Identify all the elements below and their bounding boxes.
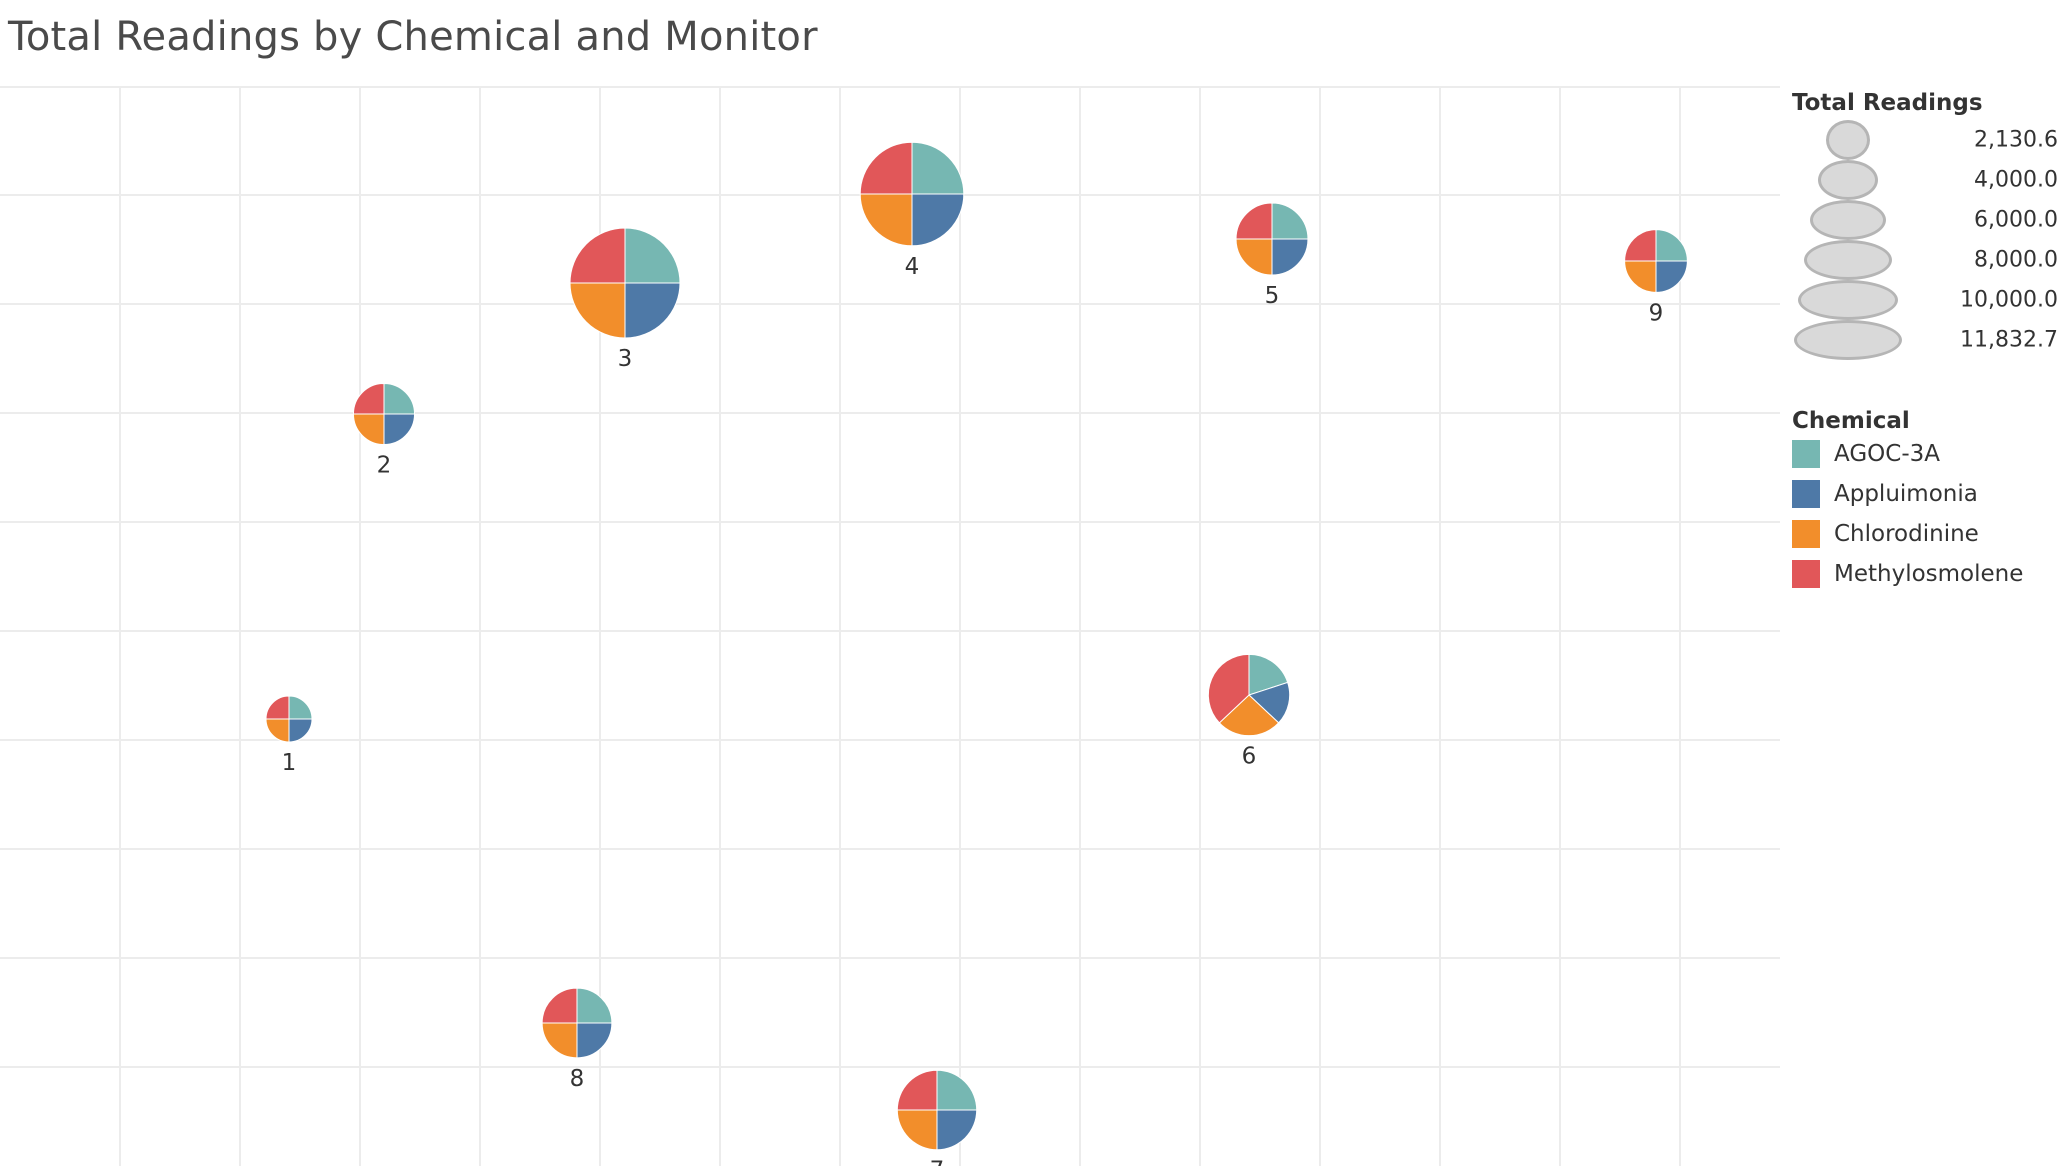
legend-label: Chlorodinine: [1834, 521, 1979, 547]
size-legend-shape: [1826, 120, 1870, 160]
pie-slice-appluimonia[interactable]: [936, 1109, 978, 1151]
monitor-pie-7[interactable]: 7: [896, 1069, 978, 1166]
legend-item-agoc-3a[interactable]: AGOC-3A: [1792, 434, 2064, 474]
size-legend-label: 4,000.0: [1974, 167, 2058, 193]
legend-item-appluimonia[interactable]: Appluimonia: [1792, 474, 2064, 514]
pie-slice-chlorodinine[interactable]: [1624, 260, 1657, 293]
pie-slice-agoc-3a[interactable]: [1655, 229, 1688, 262]
monitor-label: 1: [282, 750, 297, 776]
pie-slice-appluimonia[interactable]: [383, 413, 416, 446]
pie-slice-methylosmolene[interactable]: [352, 382, 385, 415]
monitor-label: 8: [570, 1066, 585, 1092]
size-legend-shape: [1810, 200, 1886, 240]
size-legend-shape: [1818, 160, 1878, 200]
size-legend-label: 8,000.0: [1974, 247, 2058, 273]
pie-slice-methylosmolene[interactable]: [1207, 653, 1250, 724]
size-legend-label: 2,130.6: [1974, 127, 2058, 153]
size-legend-item: 10,000.0: [1792, 280, 2064, 320]
pie-slice-chlorodinine[interactable]: [896, 1109, 938, 1151]
pie-slice-agoc-3a[interactable]: [936, 1069, 978, 1111]
pie-slice-methylosmolene[interactable]: [1624, 229, 1657, 262]
pie-slice-appluimonia[interactable]: [1655, 260, 1688, 293]
monitor-pies: 1 2 3 4 5 6 7 8 9: [265, 141, 1688, 1166]
pie-slice-chlorodinine[interactable]: [1218, 694, 1280, 737]
pie-slice-chlorodinine[interactable]: [265, 718, 290, 743]
pie-slice-appluimonia[interactable]: [1271, 238, 1309, 276]
pie-slice-methylosmolene[interactable]: [1235, 202, 1273, 240]
monitor-label: 9: [1649, 300, 1664, 326]
monitor-label: 2: [377, 453, 392, 479]
size-legend-item: 11,832.7: [1792, 320, 2064, 360]
monitor-pie-9[interactable]: 9: [1624, 229, 1688, 327]
pie-slice-agoc-3a[interactable]: [576, 987, 613, 1024]
pie-slice-methylosmolene[interactable]: [859, 141, 913, 195]
color-legend: AGOC-3A Appluimonia Chlorodinine Methylosmo…: [1792, 434, 2064, 594]
pie-slice-chlorodinine[interactable]: [1235, 238, 1273, 276]
size-legend-item: 2,130.6: [1792, 120, 2064, 160]
color-legend-title: Chemical: [1792, 408, 1910, 434]
pie-slice-agoc-3a[interactable]: [383, 382, 416, 415]
monitor-pie-8[interactable]: 8: [541, 987, 613, 1092]
size-legend-label: 10,000.0: [1960, 287, 2058, 313]
pie-slice-appluimonia[interactable]: [911, 193, 965, 247]
monitor-label: 4: [905, 254, 920, 280]
legend-swatch: [1792, 440, 1820, 468]
pie-slice-chlorodinine[interactable]: [859, 193, 913, 247]
size-legend-item: 6,000.0: [1792, 200, 2064, 240]
monitor-pie-6[interactable]: 6: [1207, 653, 1291, 770]
legend-label: Appluimonia: [1834, 481, 1978, 507]
pie-slice-chlorodinine[interactable]: [541, 1022, 578, 1059]
size-legend-shape: [1804, 240, 1892, 280]
legend-item-methylosmolene[interactable]: Methylosmolene: [1792, 554, 2064, 594]
size-legend: 2,130.6 4,000.0 6,000.0 8,000.0 10,000.0 11,8…: [1792, 116, 2064, 386]
pie-slice-appluimonia[interactable]: [288, 718, 313, 743]
size-legend-label: 11,832.7: [1960, 327, 2058, 353]
pie-slice-chlorodinine[interactable]: [569, 282, 626, 339]
monitor-pie-2[interactable]: 2: [352, 382, 416, 479]
monitor-label: 3: [618, 346, 633, 372]
grid-lines: [0, 86, 1780, 1166]
legend-label: AGOC-3A: [1834, 441, 1940, 467]
size-legend-title: Total Readings: [1792, 90, 1983, 116]
monitor-label: 7: [930, 1158, 945, 1166]
monitor-label: 5: [1265, 283, 1280, 309]
monitor-pie-5[interactable]: 5: [1235, 202, 1309, 309]
map-plot-area[interactable]: 1 2 3 4 5 6 7 8 9: [0, 0, 1790, 1166]
pie-slice-agoc-3a[interactable]: [1248, 653, 1289, 696]
legend-swatch: [1792, 520, 1820, 548]
pie-slice-appluimonia[interactable]: [1248, 681, 1291, 724]
chart-title: Total Readings by Chemical and Monitor: [8, 14, 818, 60]
size-legend-shape: [1798, 280, 1898, 320]
monitor-pie-3[interactable]: 3: [569, 227, 681, 372]
pie-slice-appluimonia[interactable]: [624, 282, 681, 339]
pie-slice-appluimonia[interactable]: [576, 1022, 613, 1059]
size-legend-label: 6,000.0: [1974, 207, 2058, 233]
pie-slice-methylosmolene[interactable]: [541, 987, 578, 1024]
pie-slice-methylosmolene[interactable]: [896, 1069, 938, 1111]
monitor-pie-4[interactable]: 4: [859, 141, 965, 280]
pie-slice-methylosmolene[interactable]: [265, 695, 290, 720]
legend-item-chlorodinine[interactable]: Chlorodinine: [1792, 514, 2064, 554]
size-legend-item: 4,000.0: [1792, 160, 2064, 200]
size-legend-item: 8,000.0: [1792, 240, 2064, 280]
pie-slice-methylosmolene[interactable]: [569, 227, 626, 284]
legend-swatch: [1792, 480, 1820, 508]
pie-slice-agoc-3a[interactable]: [911, 141, 965, 195]
monitor-label: 6: [1242, 744, 1257, 770]
pie-slice-chlorodinine[interactable]: [352, 413, 385, 446]
legend-swatch: [1792, 560, 1820, 588]
pie-slice-agoc-3a[interactable]: [288, 695, 313, 720]
size-legend-shape: [1794, 320, 1902, 360]
pie-slice-agoc-3a[interactable]: [624, 227, 681, 284]
legend-panel: Total Readings 2,130.6 4,000.0 6,000.0 8,00…: [1792, 90, 2064, 594]
legend-label: Methylosmolene: [1834, 561, 2024, 587]
pie-slice-agoc-3a[interactable]: [1271, 202, 1309, 240]
monitor-pie-1[interactable]: 1: [265, 695, 313, 776]
